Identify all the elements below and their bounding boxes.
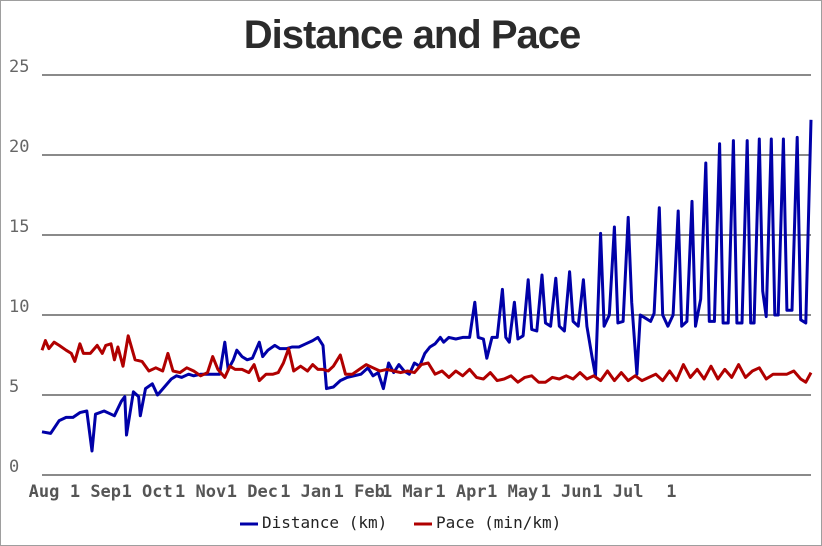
- x-tick-label: 1 Sep: [70, 482, 121, 502]
- y-tick-label: 15: [9, 217, 29, 237]
- x-tick-label: 1 Mar: [382, 482, 433, 502]
- x-tick-label: 1 May: [487, 482, 538, 502]
- x-tick-label: 1 Jul: [592, 482, 643, 502]
- x-tick-label: 1 Jun: [541, 482, 592, 502]
- legend-label: Pace (min/km): [436, 513, 561, 532]
- series-line-0: [41, 119, 813, 453]
- y-tick-label: 25: [9, 57, 29, 77]
- y-tick-label: 10: [9, 297, 29, 317]
- x-tick-label: 1 Dec: [227, 482, 278, 502]
- y-axis-ticks: 0 5 10 15 20 25: [9, 57, 29, 477]
- series-lines: [40, 119, 813, 453]
- chart-title: Distance and Pace: [244, 13, 581, 57]
- x-tick-label: 1: [666, 482, 676, 502]
- y-tick-label: 5: [9, 377, 19, 397]
- y-tick-label: 20: [9, 137, 29, 157]
- x-tick-label: 1 Oct: [122, 482, 173, 502]
- x-tick-label: Aug: [29, 482, 60, 502]
- series-line-1: [40, 334, 813, 384]
- y-tick-label: 0: [9, 457, 19, 477]
- x-tick-label: 1 Apr: [435, 482, 486, 502]
- x-tick-label: 1 Feb: [334, 482, 385, 502]
- x-tick-label: 1 Nov: [175, 482, 226, 502]
- x-tick-label: 1 Jan: [280, 482, 331, 502]
- gridlines: [42, 74, 811, 476]
- legend: Distance (km) Pace (min/km): [240, 513, 561, 532]
- legend-label: Distance (km): [262, 513, 387, 532]
